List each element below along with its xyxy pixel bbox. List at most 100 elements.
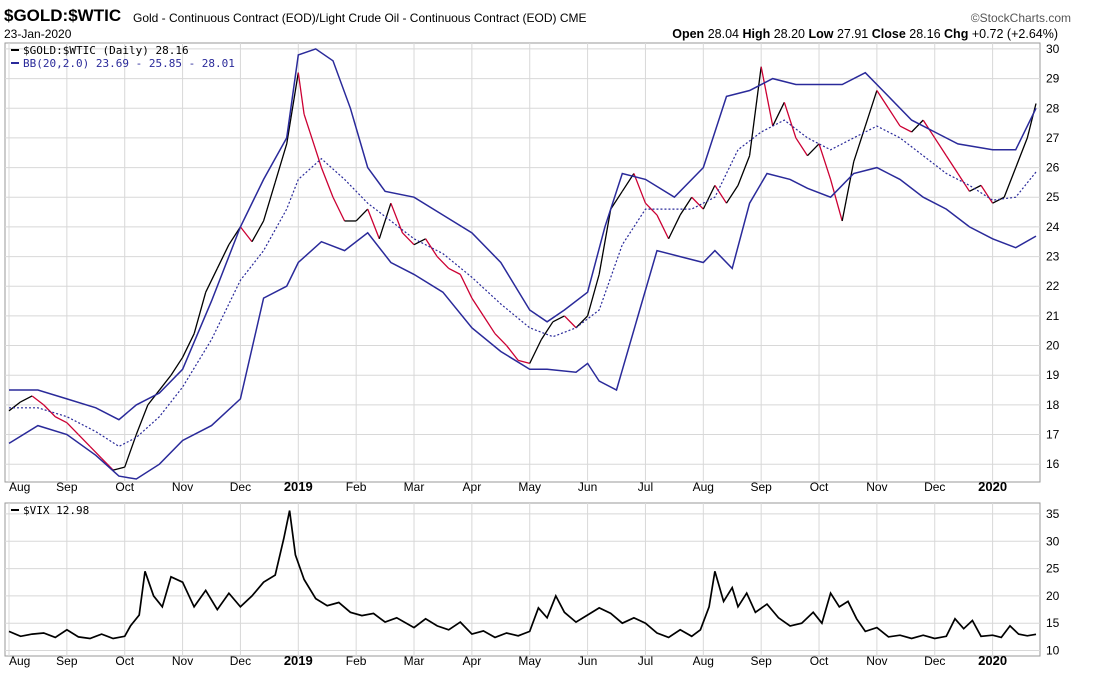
vix-x-tick-label: 2020 [978,653,1007,668]
price-x-tick-label: Oct [810,480,829,494]
price-legend-entry: $GOLD:$WTIC (Daily) 28.16 [23,44,189,57]
vix-y-tick-label: 10 [1046,644,1060,658]
bollinger-upper-band [9,48,1037,421]
price-line-segment [841,161,855,222]
vix-x-tick-label: Aug [9,654,30,668]
price-line-segment [135,404,149,435]
price-line-segment [934,137,947,157]
price-line-segment [262,182,276,222]
price-y-tick-label: 27 [1046,131,1060,145]
ohlc-readout: Open 28.04 High 28.20 Low 27.91 Close 28… [672,27,1058,41]
price-line-segment [992,196,1005,204]
low-value: 27.91 [836,27,869,41]
price-line-segment [193,291,207,334]
chg-value: +0.72 (+2.64%) [971,27,1058,41]
price-y-tick-label: 21 [1046,309,1060,323]
price-y-tick-label: 22 [1046,279,1060,293]
price-line-segment [679,196,693,216]
price-line-segment [887,107,901,127]
price-x-tick-label: 2019 [284,479,313,494]
price-line-segment [598,208,612,275]
vix-x-tick-label: 2019 [284,653,313,668]
price-panel: 16 17 18 19 20 21 22 23 24 25 26 27 28 29 30 Aug Sep Oct N… [4,42,1060,494]
price-line-segment [806,143,820,157]
price-line-segment [66,422,79,435]
price-line-segment [529,339,542,364]
open-label: Open [672,27,705,41]
price-line-segment [772,102,785,127]
vix-x-tick-label: Oct [115,654,134,668]
price-line-segment [725,185,739,204]
price-y-tick-label: 29 [1046,72,1060,86]
price-line-segment [633,173,647,204]
vix-x-tick-label: Sep [750,654,772,668]
bollinger-lower-band [8,166,1037,480]
price-line-segment [702,185,716,210]
price-y-tick-label: 28 [1046,101,1060,115]
price-line-segment [656,214,670,240]
price-line-segment [864,90,878,127]
bollinger-middle-line [9,119,1037,448]
vix-x-tick-label: Dec [230,654,251,668]
price-x-tick-label: Sep [56,480,78,494]
price-line-segment [355,208,369,222]
price-line-segment [436,256,450,269]
price-line-segment [737,155,751,186]
price-x-tick-label: Mar [404,480,425,494]
price-line-segment [367,208,380,240]
price-line-segment [575,315,589,329]
price-line-segment [829,179,843,222]
price-line-segment [112,466,125,471]
vix-y-tick-label: 25 [1046,562,1060,576]
price-y-tick-label: 20 [1046,339,1060,353]
vix-y-tick-label: 20 [1046,589,1060,603]
price-y-tick-label: 19 [1046,368,1060,382]
price-line-segment [297,72,305,115]
price-line-segment [748,66,762,156]
price-plot-frame [4,42,1041,483]
price-line-segment [783,102,797,139]
price-line-segment [563,315,577,329]
price-line-segment [286,72,299,144]
price-line-segment [181,333,195,358]
price-line-segment [1015,137,1028,168]
vix-y-tick-label: 15 [1046,616,1060,630]
price-y-tick-label: 16 [1046,457,1060,471]
chart-description: Gold - Continuous Contract (EOD)/Light C… [133,11,587,25]
price-y-tick-label: 18 [1046,398,1060,412]
vix-x-tick-label: Sep [56,654,78,668]
price-x-tick-label: Aug [693,480,714,494]
stockcharts-credit[interactable]: ©StockCharts.com [970,11,1071,25]
price-x-tick-label: Dec [924,480,945,494]
price-line-segment [20,395,33,403]
price-line-segment [586,274,600,317]
chg-label: Chg [944,27,969,41]
low-label: Low [808,27,834,41]
price-line-segment [691,196,704,210]
price-y-tick-label: 23 [1046,250,1060,264]
price-line-segment [413,238,426,246]
price-line-segment [425,238,438,257]
price-line-segment [552,315,565,323]
price-line-segment [54,416,68,424]
price-line-segment [459,274,473,299]
vix-legend-entry: $VIX 12.98 [23,504,89,517]
price-line-segment [8,401,21,412]
vix-x-tick-label: Nov [866,654,887,668]
price-y-tick-label: 25 [1046,190,1060,204]
price-line-segment [274,143,288,183]
price-line-segment [320,167,334,198]
price-x-tick-label: Jun [578,480,597,494]
price-x-tick-label: Nov [172,480,193,494]
price-line-segment [205,268,218,293]
price-line-segment [795,137,809,157]
price-line-segment [668,214,681,240]
close-value: 28.16 [909,27,941,41]
vix-y-tick-label: 35 [1046,507,1060,521]
price-line-segment [876,90,890,109]
price-line-segment [89,445,103,459]
price-x-tick-label: Sep [750,480,772,494]
price-y-tick-label: 24 [1046,220,1060,234]
price-x-tick-label: Jul [638,480,653,494]
